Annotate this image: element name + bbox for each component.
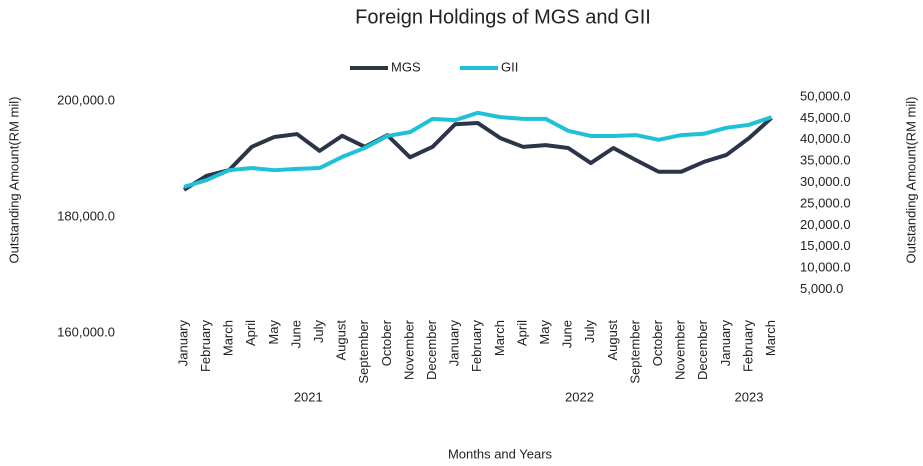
x-tick-label: September — [356, 319, 371, 383]
series-line — [182, 116, 773, 192]
x-tick-label: January — [175, 320, 190, 367]
x-tick-label: August — [605, 320, 620, 361]
year-label: 2023 — [735, 389, 764, 404]
x-tick-label: October — [650, 319, 665, 366]
legend-label: MGS — [391, 59, 421, 74]
x-tick-label: May — [537, 320, 552, 345]
y2-tick-label: 50,000.0 — [800, 88, 851, 103]
x-tick-label: August — [334, 320, 349, 361]
y2-tick-label: 30,000.0 — [800, 174, 851, 189]
y2-tick-label: 40,000.0 — [800, 131, 851, 146]
x-tick-label: November — [673, 319, 688, 380]
y-axis-title: Outstanding Amount(RM mil) — [6, 97, 21, 264]
x-tick-label: February — [198, 320, 213, 373]
y-tick-label: 200,000.0 — [57, 92, 115, 107]
x-tick-label: June — [560, 320, 575, 348]
x-tick-label: June — [288, 320, 303, 348]
x-tick-label: March — [763, 320, 778, 356]
x-tick-label: September — [627, 319, 642, 383]
x-tick-label: March — [492, 320, 507, 356]
x-tick-label: December — [695, 319, 710, 380]
x-tick-label: November — [401, 319, 416, 380]
x-tick-label: October — [379, 319, 394, 366]
x-tick-label: February — [469, 320, 484, 373]
y2-tick-label: 15,000.0 — [800, 238, 851, 253]
x-tick-label: July — [311, 320, 326, 344]
y2-tick-label: 20,000.0 — [800, 217, 851, 232]
y2-tick-label: 45,000.0 — [800, 110, 851, 125]
chart-title: Foreign Holdings of MGS and GII — [355, 6, 651, 28]
x-tick-label: February — [740, 320, 755, 373]
x-tick-label: January — [447, 320, 462, 367]
year-label: 2022 — [565, 389, 594, 404]
y-tick-label: 180,000.0 — [57, 208, 115, 223]
x-axis-title: Months and Years — [448, 446, 553, 461]
y2-tick-label: 25,000.0 — [800, 195, 851, 210]
x-tick-label: May — [266, 320, 281, 345]
x-tick-label: July — [582, 320, 597, 344]
x-tick-label: April — [243, 320, 258, 346]
year-label: 2021 — [294, 389, 323, 404]
legend-label: GII — [501, 59, 518, 74]
y2-tick-label: 10,000.0 — [800, 260, 851, 275]
x-tick-label: March — [221, 320, 236, 356]
x-tick-label: December — [424, 319, 439, 380]
x-tick-label: January — [718, 320, 733, 367]
series-line — [183, 110, 773, 189]
y2-tick-label: 35,000.0 — [800, 153, 851, 168]
y2-axis-title: Outstanding Amount(RM mil) — [903, 97, 918, 264]
y2-tick-label: 5,000.0 — [800, 281, 843, 296]
y-tick-label: 160,000.0 — [57, 324, 115, 339]
x-tick-label: April — [514, 320, 529, 346]
